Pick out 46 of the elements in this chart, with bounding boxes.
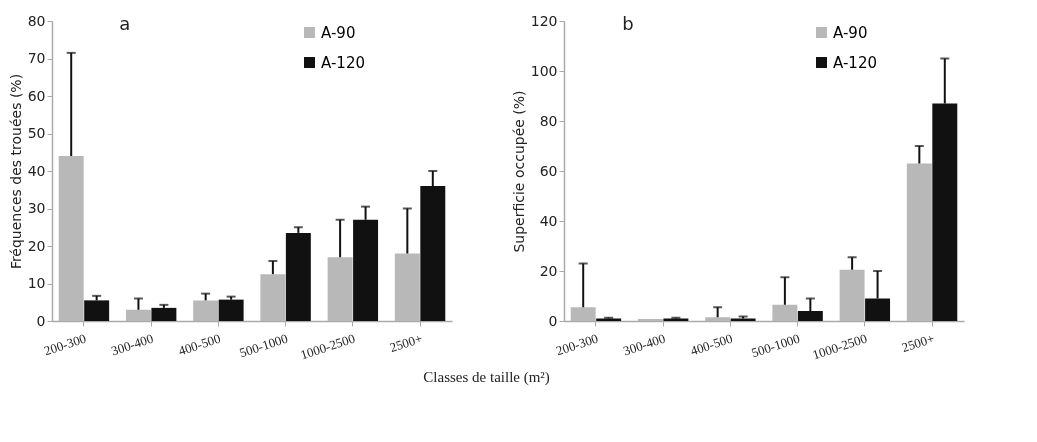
y-tick-label: 60 [539, 162, 558, 179]
legend-label: A-90 [833, 23, 868, 42]
y-tick-label: 60 [27, 87, 46, 104]
legend-label: A-120 [833, 53, 877, 72]
x-tick-label: 200-300 [554, 330, 600, 359]
y-tick-label: 0 [36, 312, 46, 329]
y-tick-label: 120 [530, 12, 558, 29]
bar [58, 156, 84, 321]
x-axis-title: Classes de taille (m²) [423, 368, 550, 386]
y-tick-label: 10 [27, 275, 46, 291]
legend-label: A-90 [321, 23, 356, 42]
bar [570, 307, 596, 321]
x-tick-label: 200-300 [42, 330, 88, 359]
y-tick-label: 40 [539, 212, 558, 229]
bar [839, 269, 865, 321]
y-tick-label: 50 [27, 125, 46, 141]
y-tick-label: 80 [539, 112, 558, 129]
y-tick-label: 100 [530, 62, 558, 79]
bar [285, 232, 311, 321]
bar [906, 163, 932, 321]
y-tick-label: 40 [27, 162, 46, 179]
y-tick-label: 0 [548, 312, 558, 329]
chart-title: a [119, 13, 131, 34]
y-axis-title: Superficie occupée (%) [510, 90, 527, 253]
x-tick-label: 300-400 [109, 330, 156, 359]
y-tick-label: 30 [27, 200, 46, 216]
x-tick-label: 400-500 [688, 330, 735, 359]
chart-title: b [622, 13, 634, 34]
x-tick-label: 400-500 [176, 330, 223, 359]
y-tick-label: 20 [27, 237, 46, 254]
y-tick-label: 20 [539, 262, 558, 279]
bar [193, 300, 219, 321]
bar [125, 309, 151, 321]
x-tick-label: 2500+ [899, 330, 937, 356]
bar [394, 253, 420, 321]
x-tick-label: 2500+ [387, 330, 425, 356]
bar [84, 300, 110, 321]
y-tick-label: 80 [27, 12, 46, 29]
bar [327, 257, 353, 321]
bar [260, 274, 286, 321]
y-axis-title: Fréquences des trouées (%) [7, 73, 24, 270]
legend-label: A-120 [321, 53, 365, 72]
bar [705, 317, 731, 321]
y-tick-label: 70 [27, 50, 46, 66]
x-tick-label: 300-400 [621, 330, 668, 359]
bar [772, 304, 798, 321]
